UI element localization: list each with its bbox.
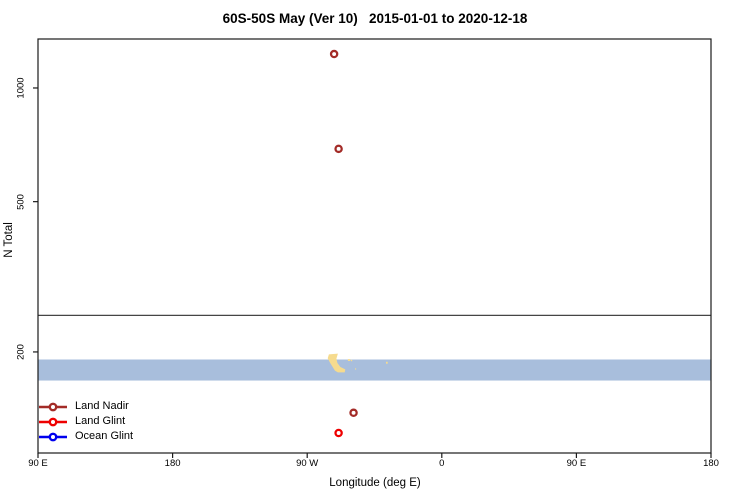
x-tick-label: 180 [703,458,719,469]
land-patch-islet-speck [355,368,357,370]
y-tick-label: 200 [15,344,27,360]
land-glint-marker-icon [39,417,67,426]
plot-box [37,38,712,454]
legend-label-land-glint: Land Glint [75,415,126,427]
x-tick-label: 180 [164,458,181,469]
legend-label-land-nadir: Land Nadir [75,400,129,412]
land-patch-falkland-west [347,359,351,361]
ocean-glint-marker-icon [39,432,67,441]
legend-label-ocean-glint: Ocean Glint [75,430,134,442]
x-axis-label: Longitude (deg E) [329,477,421,489]
land-patch-falkland-east [351,359,353,362]
ocean-band [38,359,711,381]
legend-item-land-nadir: Land Nadir [38,399,133,414]
data-point-land-nadir [329,49,339,59]
legend-item-land-glint: Land Glint [38,414,133,429]
x-tick-label: 90 W [296,458,319,469]
y-tick-label: 1000 [15,77,27,99]
legend-item-ocean-glint: Ocean Glint [38,429,133,444]
data-point-land-nadir [349,408,358,418]
y-tick-label: 500 [15,193,27,210]
land-patch-south-america-tip [327,353,346,373]
data-point-land-glint [334,428,343,438]
legend: Land Nadir Land Glint Ocean Glint [38,399,133,444]
x-tick-label: 0 [439,458,445,469]
x-tick-label: 90 E [28,458,48,469]
y-axis-label: N Total [3,222,15,258]
data-point-land-nadir [334,144,343,154]
chart-title: 60S-50S May (Ver 10) 2015-01-01 to 2020-… [222,11,528,26]
x-tick-label: 90 E [566,458,587,469]
land-nadir-marker-icon [39,402,67,411]
land-patch-south-georgia [386,361,388,364]
